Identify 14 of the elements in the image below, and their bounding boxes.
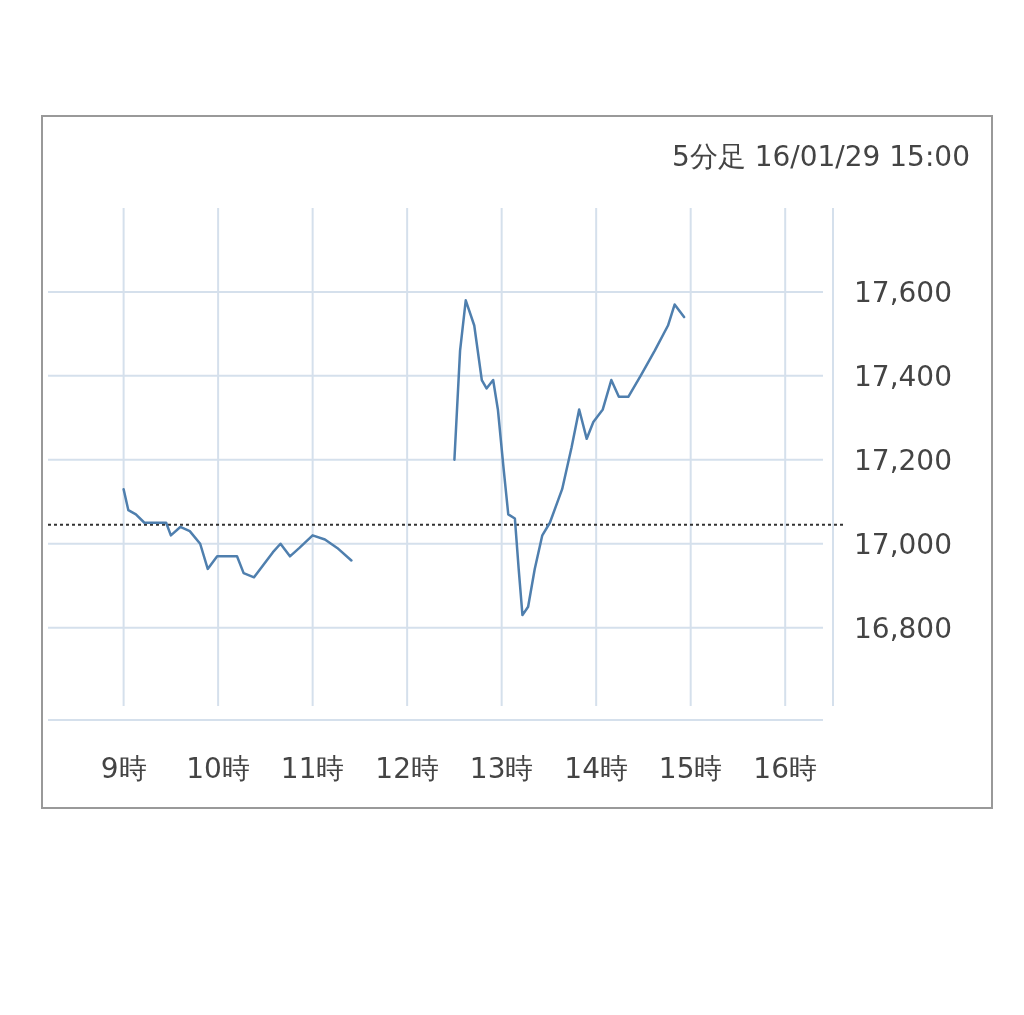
x-tick-label: 9時 bbox=[100, 752, 147, 785]
x-tick-label: 11時 bbox=[280, 752, 345, 785]
x-tick-label: 13時 bbox=[469, 752, 534, 785]
x-tick-label: 14時 bbox=[564, 752, 628, 785]
y-tick-label: 17,200 bbox=[854, 443, 952, 477]
x-tick-label: 15時 bbox=[658, 752, 723, 785]
x-tick-label: 10時 bbox=[186, 752, 250, 785]
x-tick-label: 12時 bbox=[375, 752, 439, 785]
x-tick-label: 16時 bbox=[753, 752, 818, 785]
y-tick-label: 16,800 bbox=[854, 611, 952, 645]
y-tick-label: 17,600 bbox=[854, 275, 952, 309]
y-tick-label: 17,400 bbox=[854, 359, 952, 393]
y-tick-label: 17,000 bbox=[854, 527, 952, 561]
chart-subtitle: 5分足 16/01/29 15:00 bbox=[671, 140, 970, 173]
